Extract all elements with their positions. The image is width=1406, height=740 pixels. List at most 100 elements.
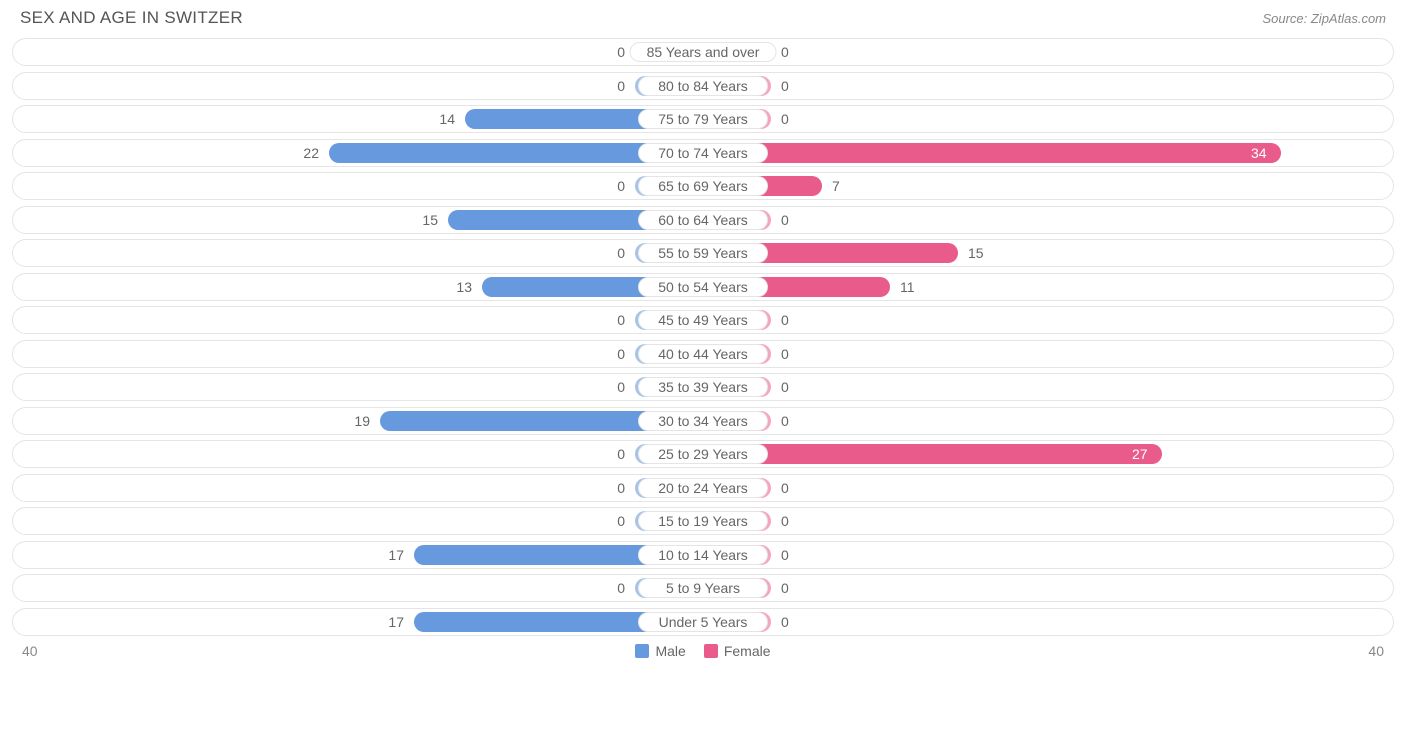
male-value: 13 [456,279,472,295]
chart-row: 0 0 35 to 39 Years [12,373,1394,401]
female-value: 0 [781,480,789,496]
male-value: 0 [617,78,625,94]
female-value: 0 [781,312,789,328]
legend-item-female: Female [704,643,771,659]
male-value: 0 [617,480,625,496]
male-value: 0 [617,379,625,395]
axis-left-max: 40 [22,643,38,659]
age-label: 70 to 74 Years [658,145,748,161]
age-label-pill: 65 to 69 Years [638,176,768,196]
age-label: 55 to 59 Years [658,245,748,261]
age-label: 10 to 14 Years [658,547,748,563]
chart-row: 0 0 15 to 19 Years [12,507,1394,535]
chart-row: 17 0 Under 5 Years [12,608,1394,636]
male-value: 0 [617,446,625,462]
male-value: 0 [617,44,625,60]
chart-footer: 40 Male Female 40 [0,641,1406,659]
age-label: 75 to 79 Years [658,111,748,127]
age-label: 35 to 39 Years [658,379,748,395]
female-value: 0 [781,111,789,127]
age-label-pill: 75 to 79 Years [638,109,768,129]
male-value: 19 [354,413,370,429]
age-label-pill: 30 to 34 Years [638,411,768,431]
legend-swatch-male [635,644,649,658]
age-label-pill: 15 to 19 Years [638,511,768,531]
female-value: 0 [781,44,789,60]
female-value: 0 [781,78,789,94]
age-label: Under 5 Years [659,614,748,630]
female-value: 15 [968,245,984,261]
male-value: 0 [617,346,625,362]
age-label: 15 to 19 Years [658,513,748,529]
female-value: 11 [900,279,915,295]
age-label-pill: 85 Years and over [630,42,777,62]
chart-row: 17 0 10 to 14 Years [12,541,1394,569]
female-value: 0 [781,413,789,429]
male-value: 22 [303,145,319,161]
male-value: 0 [617,580,625,596]
chart-row: 0 27 25 to 29 Years [12,440,1394,468]
chart-area: 0085 Years and over0080 to 84 Years14075… [0,34,1406,636]
chart-header: SEX AND AGE IN SWITZER Source: ZipAtlas.… [0,0,1406,34]
chart-row: 13 11 50 to 54 Years [12,273,1394,301]
female-value: 7 [832,178,840,194]
female-value: 0 [781,614,789,630]
female-value: 34 [1251,145,1267,161]
age-label-pill: 50 to 54 Years [638,277,768,297]
chart-row: 15 0 60 to 64 Years [12,206,1394,234]
female-value: 27 [1132,446,1148,462]
legend-label-female: Female [724,643,771,659]
female-value: 0 [781,547,789,563]
age-label: 5 to 9 Years [666,580,740,596]
chart-row: 0 7 65 to 69 Years [12,172,1394,200]
chart-row: 0 15 55 to 59 Years [12,239,1394,267]
chart-row: 14 0 75 to 79 Years [12,105,1394,133]
male-value: 0 [617,312,625,328]
age-label: 20 to 24 Years [658,480,748,496]
legend-swatch-female [704,644,718,658]
male-value: 0 [617,178,625,194]
age-label-pill: 35 to 39 Years [638,377,768,397]
male-value: 0 [617,513,625,529]
male-value: 0 [617,245,625,261]
female-value: 0 [781,212,789,228]
age-label-pill: 5 to 9 Years [638,578,768,598]
age-label-pill: 25 to 29 Years [638,444,768,464]
female-bar [703,143,1281,163]
legend: Male Female [635,643,770,659]
female-value: 0 [781,379,789,395]
legend-item-male: Male [635,643,685,659]
chart-row: 0 0 5 to 9 Years [12,574,1394,602]
male-value: 15 [422,212,438,228]
axis-right-max: 40 [1368,643,1384,659]
chart-row: 0 0 85 Years and over [12,38,1394,66]
age-label: 85 Years and over [647,44,760,60]
age-label-pill: 80 to 84 Years [638,76,768,96]
age-label: 80 to 84 Years [658,78,748,94]
female-value: 0 [781,346,789,362]
age-label-pill: 60 to 64 Years [638,210,768,230]
chart-row: 0 0 20 to 24 Years [12,474,1394,502]
chart-row: 22 34 70 to 74 Years [12,139,1394,167]
chart-title: SEX AND AGE IN SWITZER [20,8,243,28]
male-value: 14 [439,111,455,127]
age-label: 60 to 64 Years [658,212,748,228]
male-value: 17 [388,614,404,630]
age-label-pill: 20 to 24 Years [638,478,768,498]
chart-row: 0 0 80 to 84 Years [12,72,1394,100]
age-label: 50 to 54 Years [658,279,748,295]
male-value: 17 [388,547,404,563]
age-label-pill: Under 5 Years [638,612,768,632]
female-value: 0 [781,513,789,529]
age-label: 40 to 44 Years [658,346,748,362]
female-value: 0 [781,580,789,596]
female-bar [703,444,1162,464]
age-label: 65 to 69 Years [658,178,748,194]
age-label: 45 to 49 Years [658,312,748,328]
age-label-pill: 40 to 44 Years [638,344,768,364]
chart-row: 0 0 45 to 49 Years [12,306,1394,334]
legend-label-male: Male [655,643,685,659]
chart-row: 0 0 40 to 44 Years [12,340,1394,368]
age-label-pill: 45 to 49 Years [638,310,768,330]
chart-source: Source: ZipAtlas.com [1262,11,1386,26]
